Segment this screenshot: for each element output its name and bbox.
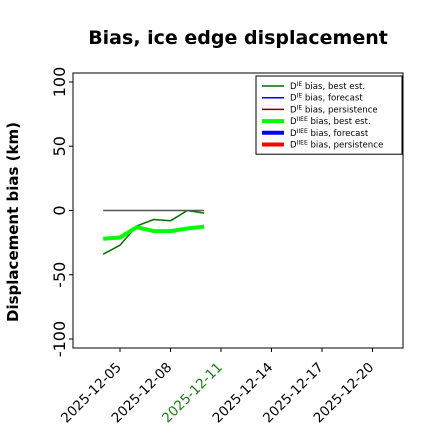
- legend-symbol: D: [290, 117, 297, 127]
- legend-superscript: IIEE: [297, 116, 308, 123]
- y-axis-label: Displacement bias (km): [4, 122, 22, 322]
- legend-label: bias, forecast: [308, 129, 369, 139]
- y-tick-label: 100: [50, 67, 69, 98]
- x-axis-ticks: 2025-12-052025-12-082025-12-112025-12-14…: [58, 348, 377, 426]
- legend: DIE bias, best est.DIE bias, forecastDIE…: [255, 75, 403, 155]
- series-line: [103, 224, 205, 241]
- legend-symbol: D: [290, 129, 297, 139]
- legend-entry: DIIEE bias, best est.: [290, 116, 371, 127]
- legend-entry: DIIEE bias, persistence: [290, 140, 383, 151]
- legend-label: bias, persistence: [302, 105, 378, 115]
- legend-entry: DIIEE bias, forecast: [290, 128, 369, 139]
- chart-title: Bias, ice edge displacement: [88, 27, 388, 49]
- legend-label: bias, persistence: [308, 141, 384, 151]
- legend-superscript: IE: [297, 104, 303, 111]
- y-axis-ticks: 100 50 0 -50 -100: [50, 67, 73, 357]
- y-tick-label: -100: [50, 321, 69, 357]
- legend-symbol: D: [290, 141, 297, 151]
- legend-entry: DIE bias, best est.: [290, 81, 365, 92]
- y-tick-label: -50: [50, 262, 69, 288]
- legend-label: bias, best est.: [308, 117, 371, 127]
- legend-symbol: D: [290, 94, 297, 104]
- y-tick-label: 50: [50, 136, 69, 156]
- legend-entry: DIE bias, persistence: [290, 104, 378, 115]
- legend-entry: DIE bias, forecast: [290, 93, 363, 104]
- y-tick-label: 0: [50, 205, 69, 215]
- legend-symbol: D: [290, 105, 297, 115]
- series-lines: [102, 209, 205, 255]
- legend-superscript: IIEE: [297, 140, 308, 147]
- legend-superscript: IE: [297, 81, 303, 88]
- legend-superscript: IE: [297, 93, 303, 100]
- legend-superscript: IIEE: [297, 128, 308, 135]
- legend-symbol: D: [290, 82, 297, 92]
- legend-box: [255, 75, 403, 155]
- legend-label: bias, best est.: [302, 82, 365, 92]
- legend-label: bias, forecast: [302, 94, 363, 104]
